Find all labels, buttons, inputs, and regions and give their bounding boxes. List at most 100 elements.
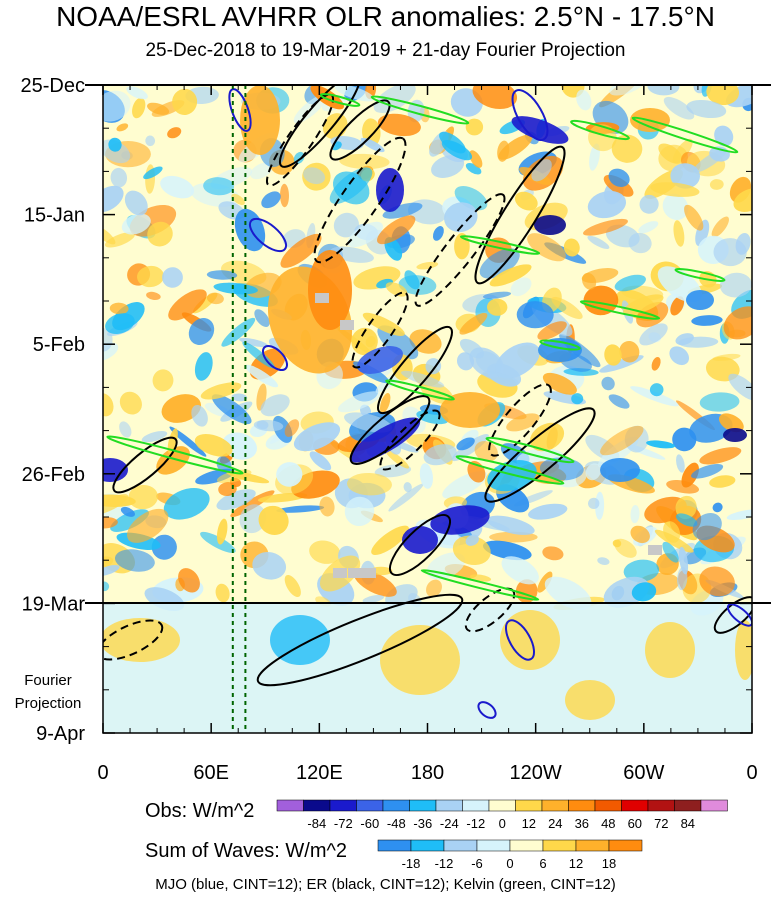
field-cell bbox=[145, 135, 156, 147]
field-cell bbox=[459, 338, 485, 359]
field-cell bbox=[143, 166, 163, 180]
projection-cell bbox=[500, 610, 560, 670]
field-cell bbox=[514, 191, 538, 211]
field-cell bbox=[152, 369, 174, 392]
colorbar-tick-label: -48 bbox=[387, 816, 406, 831]
olr-anomaly-field bbox=[103, 85, 752, 733]
field-cell bbox=[374, 464, 412, 478]
field-cell bbox=[600, 425, 644, 456]
field-cell bbox=[712, 502, 723, 513]
field-cell bbox=[250, 162, 273, 180]
field-cell bbox=[105, 313, 135, 335]
field-cell bbox=[465, 534, 479, 546]
er-wave-contour bbox=[256, 593, 464, 687]
er-wave-contour bbox=[414, 193, 506, 307]
er-wave-contour bbox=[112, 436, 178, 494]
field-cell bbox=[103, 564, 120, 577]
colorbar-swatch bbox=[443, 839, 478, 852]
field-cell bbox=[631, 582, 657, 602]
field-cell bbox=[670, 296, 685, 316]
mjo-wave-contour bbox=[505, 619, 535, 661]
field-cell bbox=[371, 525, 410, 555]
field-cell bbox=[103, 225, 116, 245]
colorbar-tick-label: -72 bbox=[334, 816, 353, 831]
field-cell bbox=[188, 318, 215, 345]
colorbar-swatch bbox=[410, 839, 445, 852]
field-cell bbox=[723, 306, 752, 340]
field-cell bbox=[253, 419, 284, 432]
colorbar-tick-label: 72 bbox=[654, 816, 668, 831]
field-cell bbox=[604, 344, 622, 366]
er-wave-contour bbox=[379, 409, 441, 471]
er-wave-contour bbox=[103, 619, 164, 661]
field-cell bbox=[501, 556, 539, 585]
field-cell bbox=[194, 352, 213, 381]
colorbar-tick-label: -6 bbox=[471, 856, 483, 871]
field-cell bbox=[459, 312, 488, 335]
field-cell bbox=[215, 583, 230, 603]
colorbar-tick-label: 12 bbox=[569, 856, 583, 871]
field-cell bbox=[163, 488, 210, 520]
field-cell bbox=[121, 213, 151, 235]
field-cell bbox=[588, 124, 617, 152]
colorbar-swatch bbox=[568, 799, 596, 812]
field-cell bbox=[482, 291, 512, 299]
field-cell bbox=[329, 167, 373, 204]
projection-cell bbox=[270, 615, 330, 665]
field-cell bbox=[441, 139, 473, 161]
field-cell bbox=[141, 431, 168, 443]
field-cell bbox=[276, 505, 325, 513]
x-tick-label: 60W bbox=[623, 762, 664, 784]
field-cell bbox=[333, 212, 359, 238]
projection-label: Projection bbox=[15, 695, 82, 712]
field-cell bbox=[630, 525, 650, 544]
field-cell bbox=[608, 168, 630, 187]
kelvin-wave-contour bbox=[459, 235, 541, 255]
colorbar-swatch bbox=[594, 799, 622, 812]
field-cell bbox=[527, 233, 566, 262]
colorbar-tick-label: -12 bbox=[466, 816, 485, 831]
field-cell bbox=[401, 370, 445, 388]
er-wave-contour bbox=[484, 407, 596, 503]
field-cell bbox=[430, 505, 490, 535]
x-tick-label: 180 bbox=[411, 762, 444, 784]
er-wave-contour bbox=[488, 383, 552, 457]
x-tick-label: 0 bbox=[746, 762, 757, 784]
field-cell bbox=[203, 177, 235, 196]
colorbar-swatch bbox=[303, 799, 331, 812]
field-cell bbox=[482, 371, 519, 385]
field-cell bbox=[103, 517, 118, 529]
field-cell bbox=[426, 579, 442, 598]
colorbar-tick-label: 84 bbox=[681, 816, 695, 831]
field-cell bbox=[308, 250, 352, 330]
colorbar-swatch bbox=[356, 799, 384, 812]
field-cell bbox=[733, 188, 752, 212]
field-cell bbox=[423, 444, 457, 466]
field-cell bbox=[137, 265, 164, 288]
field-cell bbox=[630, 505, 640, 524]
colorbar-tick-label: 0 bbox=[499, 816, 506, 831]
field-cell bbox=[619, 340, 640, 363]
field-cell bbox=[601, 376, 615, 391]
field-cell bbox=[206, 292, 224, 305]
field-cell bbox=[583, 285, 619, 316]
field-cell bbox=[216, 518, 228, 545]
field-cell bbox=[172, 88, 198, 115]
colorbar-tick-label: -60 bbox=[360, 816, 379, 831]
field-cell bbox=[529, 422, 565, 452]
field-cell bbox=[239, 337, 269, 348]
field-cell bbox=[103, 393, 114, 417]
field-cell bbox=[161, 394, 202, 423]
projection-label: Fourier bbox=[24, 672, 72, 689]
field-cell bbox=[398, 275, 437, 295]
field-cell bbox=[114, 549, 155, 572]
projection-cell bbox=[735, 620, 752, 680]
field-cell bbox=[362, 595, 385, 603]
field-cell bbox=[472, 85, 518, 110]
waves-colorbar-label: Sum of Waves: W/m^2 bbox=[145, 840, 348, 862]
field-cell bbox=[103, 458, 128, 482]
field-cell bbox=[677, 567, 688, 591]
field-cell bbox=[204, 402, 231, 417]
mjo-wave-contour bbox=[477, 701, 497, 719]
colorbar-tick-label: -24 bbox=[440, 816, 459, 831]
